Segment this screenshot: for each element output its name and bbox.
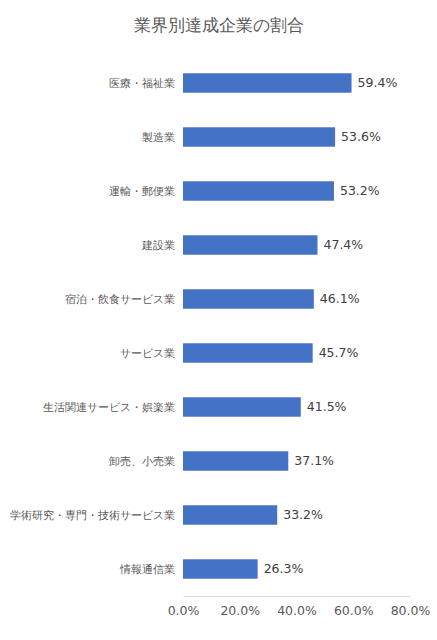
data-label: 47.4% xyxy=(323,237,363,252)
y-axis: 医療・福祉業製造業運輸・郵便業建設業宿泊・飲食サービス業サービス業生活関連サービ… xyxy=(10,77,175,576)
bar xyxy=(183,451,288,470)
category-label: 運輸・郵便業 xyxy=(109,185,175,198)
data-label: 41.5% xyxy=(307,399,347,414)
x-tick: 0.0% xyxy=(168,596,200,618)
x-tick: 40.0% xyxy=(277,596,317,618)
bars xyxy=(183,73,352,578)
data-label: 33.2% xyxy=(283,507,323,522)
bar xyxy=(183,505,277,524)
category-label: 医療・福祉業 xyxy=(109,77,175,90)
category-label: 学術研究・専門・技術サービス業 xyxy=(10,509,175,522)
data-label: 37.1% xyxy=(294,453,334,468)
bar xyxy=(183,181,334,200)
x-tick-label: 40.0% xyxy=(277,603,317,618)
x-axis-line xyxy=(184,596,411,597)
category-label: 生活関連サービス・娯楽業 xyxy=(43,401,175,414)
category-label: 建設業 xyxy=(141,239,175,252)
x-tick-label: 80.0% xyxy=(391,603,431,618)
category-label: 製造業 xyxy=(142,131,175,144)
data-label: 26.3% xyxy=(264,561,304,576)
category-label: 宿泊・飲食サービス業 xyxy=(65,293,175,306)
bar xyxy=(183,289,314,308)
data-label: 45.7% xyxy=(319,345,359,360)
bar xyxy=(183,235,317,254)
data-label: 53.6% xyxy=(341,129,381,144)
data-labels: 59.4% 53.6% 53.2% 47.4% 46.1% 45.7% 41.5% 37.1%… xyxy=(264,75,398,576)
x-tick-label: 0.0% xyxy=(168,603,200,618)
data-label: 59.4% xyxy=(358,75,398,90)
data-label: 53.2% xyxy=(340,183,380,198)
bar xyxy=(183,397,301,416)
data-label: 46.1% xyxy=(320,291,360,306)
x-tick-label: 20.0% xyxy=(220,603,260,618)
bar xyxy=(183,127,335,146)
chart: 業界別達成企業の割合医療・福祉業製造業運輸・郵便業建設業宿泊・飲食サービス業サー… xyxy=(0,0,437,640)
bar xyxy=(183,73,352,92)
x-axis: 0.0% 20.0% 40.0% 60.0% 80.0% xyxy=(168,596,431,618)
x-tick: 60.0% xyxy=(334,596,374,618)
category-label: 卸売、小売業 xyxy=(109,455,175,468)
chart-title: 業界別達成企業の割合 xyxy=(134,15,304,35)
bar xyxy=(183,343,313,362)
bar xyxy=(183,559,258,578)
category-label: 情報通信業 xyxy=(119,563,175,576)
x-tick: 80.0% xyxy=(391,596,431,618)
x-tick-label: 60.0% xyxy=(334,603,374,618)
category-label: サービス業 xyxy=(120,347,175,360)
plot: 医療・福祉業製造業運輸・郵便業建設業宿泊・飲食サービス業サービス業生活関連サービ… xyxy=(10,73,430,618)
x-tick: 20.0% xyxy=(220,596,260,618)
